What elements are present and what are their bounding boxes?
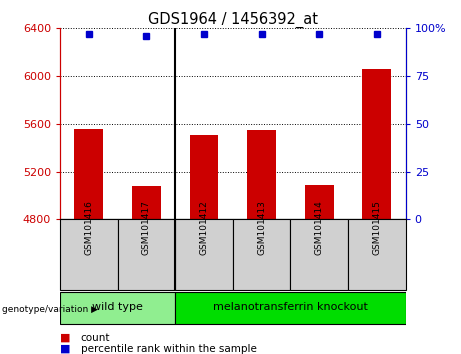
- Bar: [305, 185, 334, 219]
- Text: genotype/variation ▶: genotype/variation ▶: [2, 305, 98, 314]
- Bar: [175, 292, 406, 324]
- Bar: [60, 292, 175, 324]
- Text: percentile rank within the sample: percentile rank within the sample: [81, 344, 257, 354]
- Text: GSM101413: GSM101413: [257, 200, 266, 255]
- Bar: [189, 135, 219, 219]
- Text: wild type: wild type: [92, 302, 143, 312]
- Bar: [233, 219, 290, 290]
- Bar: [348, 219, 406, 290]
- Bar: [132, 186, 161, 219]
- Text: GSM101415: GSM101415: [372, 200, 381, 255]
- Bar: [60, 219, 118, 290]
- Text: ■: ■: [60, 344, 71, 354]
- Bar: [175, 219, 233, 290]
- Title: GDS1964 / 1456392_at: GDS1964 / 1456392_at: [148, 12, 318, 28]
- Text: count: count: [81, 333, 110, 343]
- Bar: [290, 219, 348, 290]
- Text: GSM101417: GSM101417: [142, 200, 151, 255]
- Text: GSM101414: GSM101414: [315, 200, 324, 255]
- Bar: [74, 129, 103, 219]
- Bar: [362, 69, 391, 219]
- Text: melanotransferrin knockout: melanotransferrin knockout: [213, 302, 368, 312]
- Text: GSM101416: GSM101416: [84, 200, 93, 255]
- Text: GSM101412: GSM101412: [200, 200, 208, 255]
- Text: ■: ■: [60, 333, 71, 343]
- Bar: [118, 219, 175, 290]
- Bar: [247, 130, 276, 219]
